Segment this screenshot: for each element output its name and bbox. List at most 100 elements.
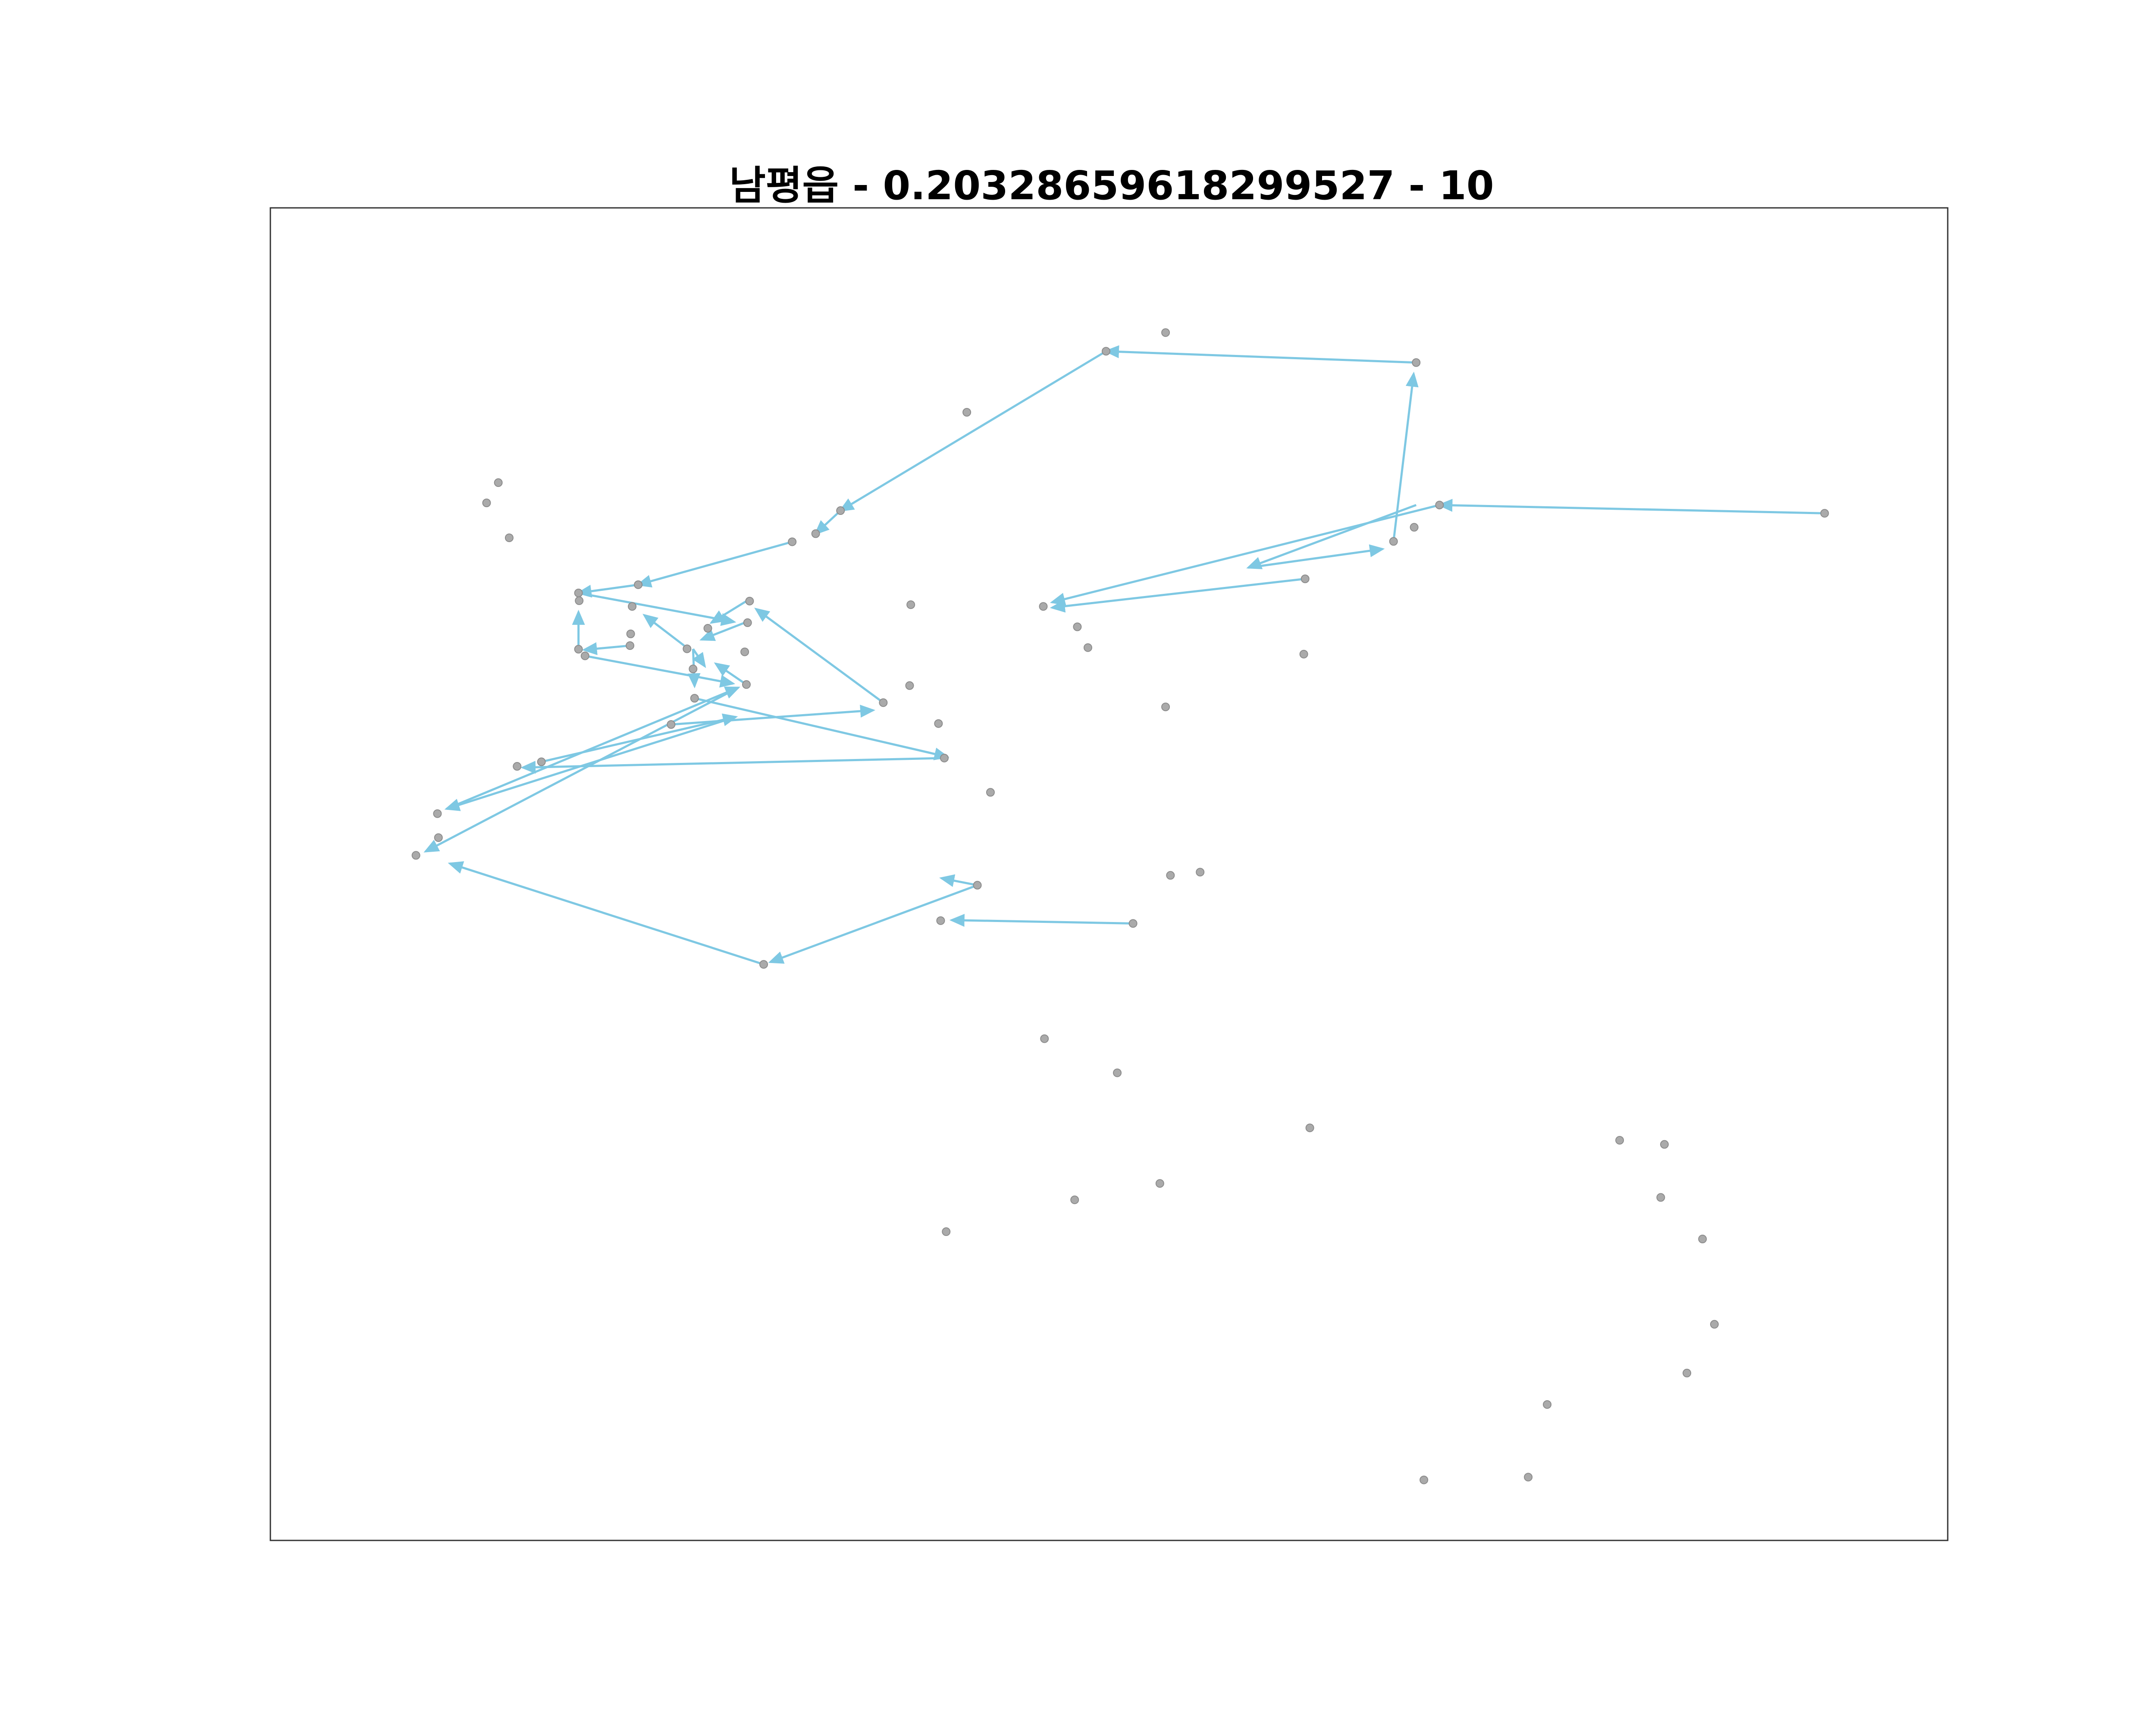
data-point (634, 580, 643, 589)
data-point (575, 596, 584, 605)
data-point (1166, 871, 1175, 880)
flow-arrow (578, 592, 736, 626)
data-point (628, 602, 637, 611)
data-point (745, 596, 754, 605)
flow-arrow (671, 705, 876, 726)
data-point (1305, 1123, 1314, 1132)
flow-arrow (1392, 371, 1419, 542)
data-point (434, 833, 443, 842)
data-point (1698, 1235, 1707, 1244)
flow-arrow (1246, 504, 1417, 569)
flow-arrow (1437, 499, 1825, 514)
flow-arrow (642, 614, 685, 647)
data-point (1070, 1195, 1079, 1204)
data-point (936, 916, 945, 925)
data-point (1073, 622, 1082, 631)
data-point (1155, 1179, 1164, 1188)
data-point (505, 533, 514, 543)
data-point (626, 641, 635, 650)
data-point (626, 629, 635, 638)
data-point (986, 788, 995, 797)
points-layer (411, 328, 1829, 1484)
data-point (494, 478, 503, 487)
data-point (513, 762, 522, 771)
data-point (1389, 537, 1398, 546)
data-point (1615, 1136, 1624, 1145)
data-point (1161, 703, 1170, 712)
data-point (580, 651, 589, 660)
data-point (836, 506, 845, 515)
flow-arrow (709, 600, 747, 624)
flow-arrow (699, 621, 746, 641)
chart-title: 남평읍 - 0.20328659618299527 - 10 (729, 163, 1494, 209)
data-point (683, 644, 692, 653)
flow-arrow (636, 540, 793, 588)
data-point (1710, 1320, 1719, 1329)
flow-arrow (949, 914, 1133, 927)
data-point (1820, 509, 1829, 518)
data-point (1101, 347, 1110, 356)
data-point (574, 589, 583, 598)
data-point (1410, 523, 1419, 532)
flow-arrow (1050, 504, 1440, 605)
flow-arrow (838, 350, 1107, 512)
flow-arrow (520, 757, 945, 774)
data-point (1524, 1473, 1533, 1482)
flow-arrow (754, 608, 884, 704)
data-point (1300, 574, 1310, 583)
data-point (759, 960, 768, 969)
data-point (1040, 1034, 1049, 1043)
data-point (411, 851, 420, 860)
data-point (667, 720, 676, 729)
data-point (482, 499, 491, 508)
data-point (703, 624, 712, 633)
data-point (433, 809, 442, 818)
flow-arrow (694, 697, 950, 760)
flow-arrow (1050, 577, 1306, 613)
flow-arrow (1248, 544, 1385, 569)
data-point (743, 618, 752, 627)
data-point (940, 753, 949, 762)
flow-arrow (692, 648, 706, 668)
flow-arrow (582, 642, 630, 656)
plot-frame (270, 207, 1949, 1541)
data-point (1083, 643, 1092, 652)
data-point (1299, 649, 1308, 659)
flow-arrow (448, 861, 764, 966)
data-point (1113, 1068, 1122, 1077)
data-point (934, 719, 943, 728)
data-point (574, 645, 583, 654)
flow-arrow (585, 655, 736, 688)
data-point (1656, 1193, 1665, 1202)
data-point (879, 698, 888, 707)
data-point (1683, 1368, 1692, 1377)
data-point (740, 647, 749, 656)
flow-arrow (714, 662, 747, 686)
data-point (962, 408, 971, 417)
data-point (1196, 868, 1205, 877)
flow-arrow (423, 687, 739, 853)
data-point (689, 665, 698, 674)
data-point (1543, 1400, 1552, 1409)
flow-arrow (1104, 345, 1416, 364)
data-point (1435, 501, 1444, 510)
flow-arrow (446, 687, 740, 810)
data-point (537, 757, 546, 766)
flow-arrow (939, 874, 978, 887)
flow-arrow (444, 715, 736, 811)
flow-arrow (576, 583, 639, 598)
data-point (1412, 358, 1421, 367)
data-point (906, 600, 915, 609)
data-point (788, 537, 797, 546)
data-point (1420, 1475, 1429, 1484)
data-point (973, 881, 982, 890)
data-point (1660, 1140, 1669, 1149)
data-point (942, 1227, 951, 1236)
data-point (1128, 919, 1138, 928)
data-point (690, 694, 699, 703)
flow-arrow (768, 884, 978, 964)
data-point (1039, 602, 1048, 611)
flow-arrow (814, 510, 841, 535)
data-point (905, 681, 914, 690)
